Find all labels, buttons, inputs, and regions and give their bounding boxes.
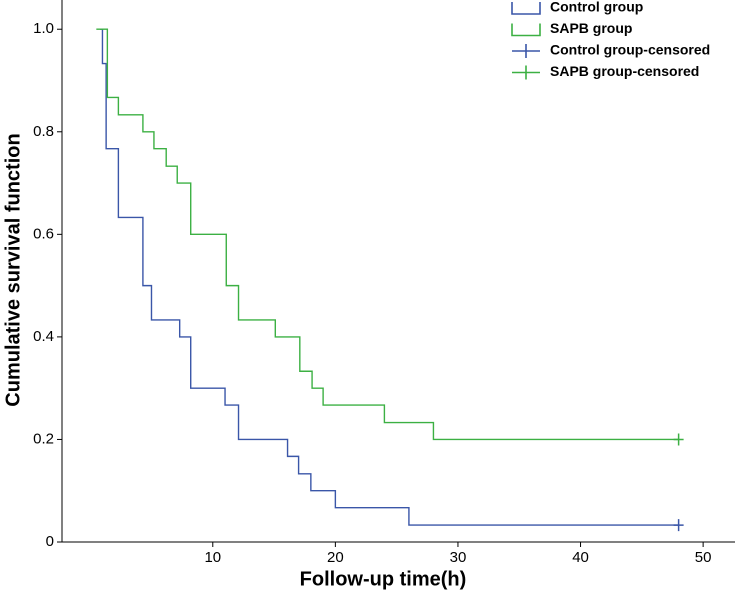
censor-mark [673,519,684,532]
censor-mark [673,433,684,446]
x-tick-label: 30 [450,549,467,566]
legend-symbol [511,23,541,37]
legend-label: SAPB group [550,20,632,36]
y-tick-label: 0.4 [33,328,54,345]
x-axis-title: Follow-up time(h) [300,568,467,590]
legend-label: Control group-censored [550,42,710,58]
y-tick-label: 0.6 [33,225,54,242]
y-tick-label: 0.2 [33,430,54,447]
survival-line [100,28,679,526]
y-tick-label: 0.8 [33,123,54,140]
legend-symbol [512,65,540,80]
y-tick-label: 0 [46,533,54,550]
x-tick-label: 10 [204,549,221,566]
y-axis-title: Cumulative survival function [2,133,24,406]
x-tick-label: 50 [695,549,712,566]
survival-line [96,28,679,441]
legend-symbol [512,44,540,58]
x-tick-label: 20 [327,549,344,566]
legend-symbol [511,2,541,15]
legend-label: SAPB group-censored [550,63,699,79]
x-tick-label: 40 [572,549,589,566]
legend-label: Control group [550,0,643,15]
y-tick-label: 1.0 [33,20,54,37]
